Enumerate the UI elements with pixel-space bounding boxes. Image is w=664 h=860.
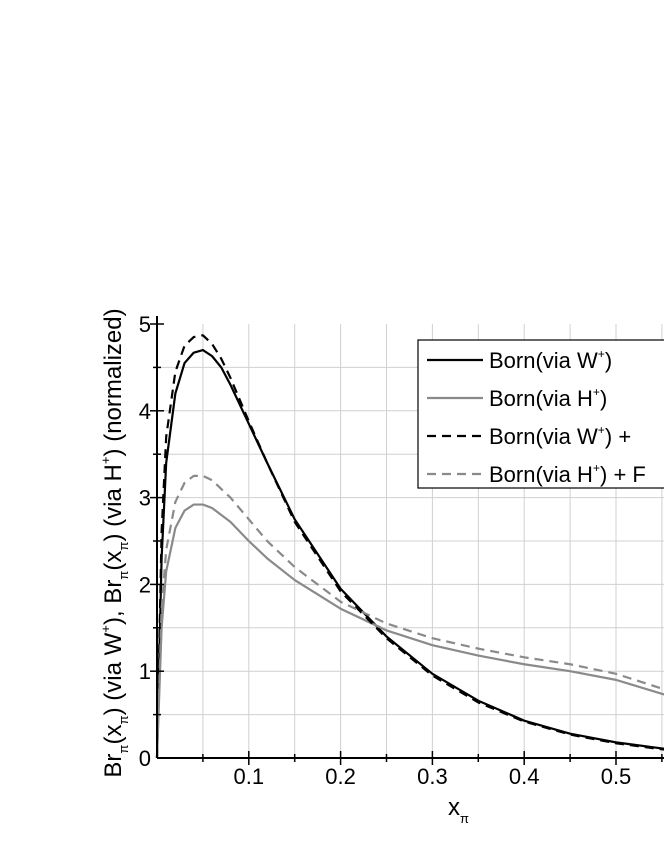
y-tick-label: 1 [139, 659, 151, 684]
y-tick-label: 2 [139, 572, 151, 597]
legend-label-3: Born(via W+​) + [489, 423, 631, 449]
y-tick-label: 5 [139, 312, 151, 337]
plot-lines [155, 334, 664, 759]
legend: Born(via W+​) Born(via H+​) Born(via W+​) … [417, 339, 664, 489]
legend-label-2: Born(via H+​) [489, 385, 607, 411]
series-line-4 [155, 474, 664, 759]
x-axis-title: xπ [448, 794, 469, 826]
y-tick-label: 0 [139, 746, 151, 771]
y-axis-title: Brπ​(xπ​) (via W+​), Brπ​(xπ​) (via H+​)… [98, 308, 131, 777]
series-line-2 [155, 503, 664, 759]
legend-label-1: Born(via W+​) [489, 347, 612, 373]
x-tick-label: 0.3 [417, 764, 448, 789]
y-tick-label: 4 [139, 399, 151, 424]
ticks: 0.10.20.30.40.50.60.70.8012345 [139, 312, 663, 789]
x-tick-label: 0.1 [234, 764, 265, 789]
series-line-1 [155, 348, 664, 759]
legend-box [417, 339, 664, 489]
x-tick-label: 0.5 [601, 764, 632, 789]
legend-label-4: Born(via H+​) + F [489, 461, 646, 487]
x-tick-label: 0.2 [325, 764, 356, 789]
y-tick-label: 3 [139, 486, 151, 511]
x-tick-label: 0.4 [509, 764, 540, 789]
